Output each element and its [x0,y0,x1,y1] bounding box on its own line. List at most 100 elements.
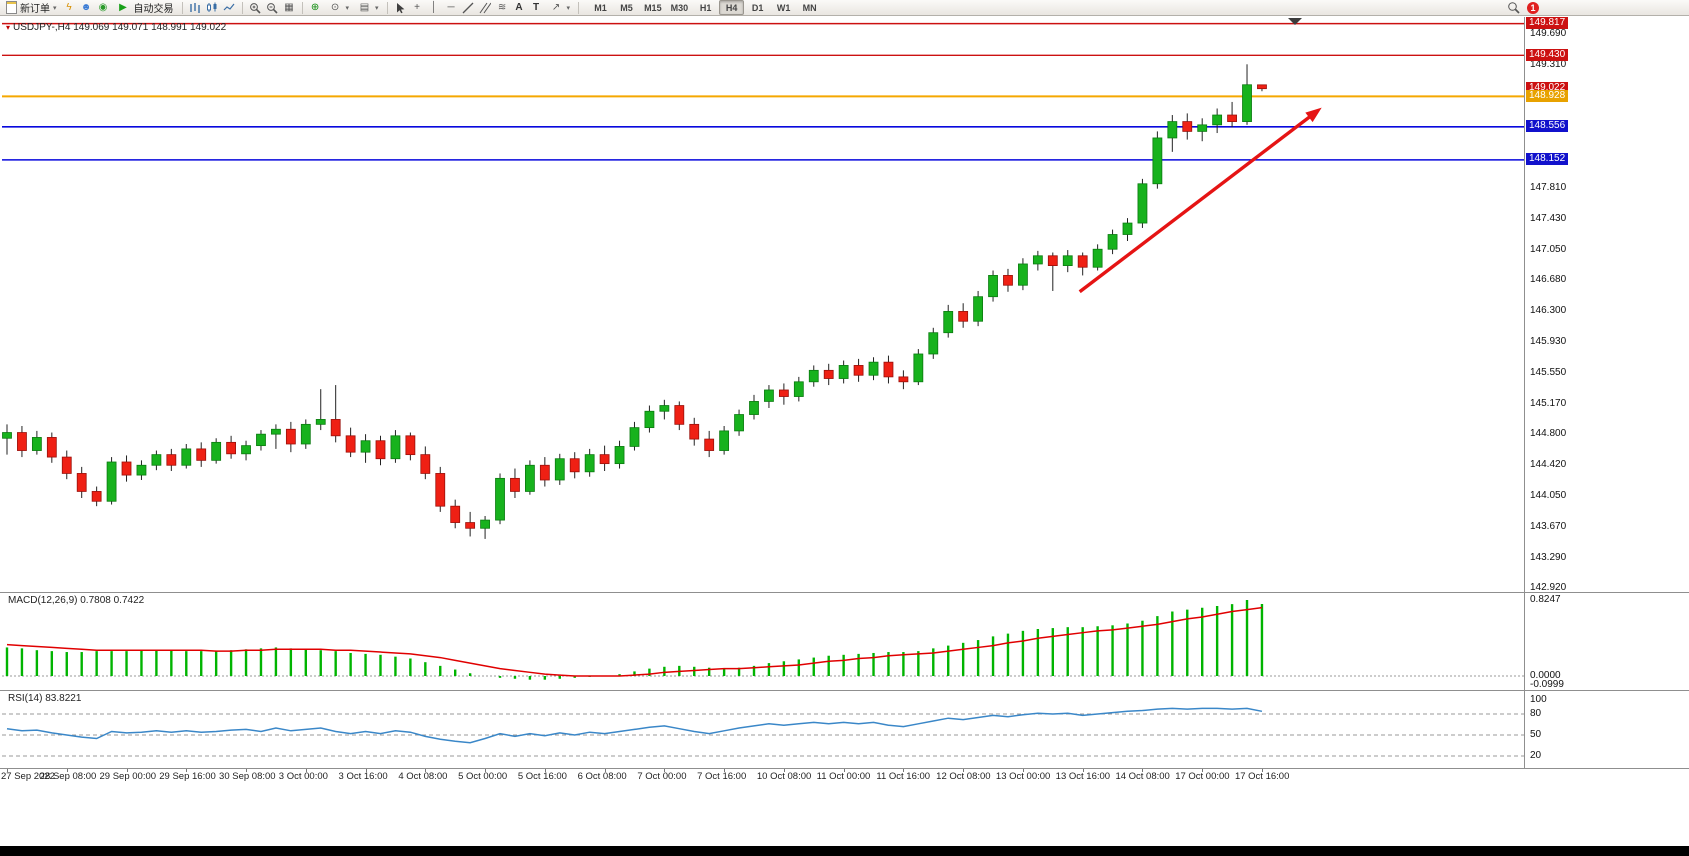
candle-body [1107,234,1118,250]
chevron-down-icon: ▾ [566,4,571,12]
candle-body [241,445,251,455]
candle-body [1018,263,1028,286]
timeframe-button-mn[interactable]: MN [802,2,817,13]
timeframe-button-w1[interactable]: W1 [776,2,791,13]
candle-body [853,365,864,376]
candlestick-chart-icon[interactable] [205,1,220,14]
candle-body [838,365,849,379]
candle-body [525,464,535,492]
candle-body [928,332,939,355]
bar-chart-icon[interactable] [188,1,203,14]
zoom-out-icon[interactable] [265,1,280,14]
candle-body [121,461,132,476]
chart-shift-marker [1288,18,1302,25]
mql-market-icon[interactable]: ϟ [66,1,72,13]
candle-body [943,311,954,334]
clock-icon: ⊙ [330,1,340,13]
new-order-label: 新订单 [20,4,50,15]
timeframe-button-m5[interactable]: M5 [620,2,633,13]
toolbar-separator [578,1,580,14]
horizontal-line-icon[interactable]: ─ [447,1,455,13]
macd-histogram [5,600,1264,680]
candle-body [196,448,207,461]
candle-body [823,369,834,379]
quote-line: ▾ USDJPY-,H4 149.069 149.071 148.991 149.… [6,22,226,33]
text-icon[interactable]: A [515,1,523,13]
cursor-icon[interactable] [393,1,408,14]
templates-button[interactable]: ▤ ▾ [354,1,382,15]
candle-body [300,423,311,445]
notification-badge[interactable]: 1 [1527,1,1539,14]
chevron-down-icon: ▾ [53,4,57,12]
candle-body [151,454,162,466]
candles [2,64,1267,539]
candle-body [659,405,670,412]
timeframe-button-d1[interactable]: D1 [751,2,764,13]
community-icon[interactable]: ☻ [80,1,92,13]
candle-body [510,477,520,492]
candle-body [450,505,461,523]
indicators-icon[interactable]: ⊕ [310,1,320,13]
candle-body [46,437,57,458]
zoom-in-icon[interactable] [248,1,263,14]
timeframe-button-m30[interactable]: M30 [670,2,689,13]
crosshair-icon[interactable]: + [414,1,420,13]
toolbar-separator [386,1,388,14]
candle-body [913,353,924,383]
candle-body [1032,255,1043,265]
signals-icon[interactable]: ◉ [98,1,108,13]
arrows-button[interactable]: ↗ ▾ [546,1,574,15]
candle-body [1212,114,1223,126]
periods-button[interactable]: ⊙ ▾ [325,1,353,15]
timeframe-button-m1[interactable]: M1 [594,2,607,13]
candle-body [330,419,341,437]
candle-body [31,437,42,451]
candle-body [1077,255,1088,268]
candle-body [405,435,416,456]
candle-body [1092,248,1103,268]
candle-body [778,389,789,397]
candle-body [106,461,117,502]
candle-body [345,435,356,453]
candle-body [1242,84,1252,122]
toolbar-separator [181,1,183,14]
channel-icon[interactable] [478,1,493,14]
search-icon[interactable] [1506,1,1521,14]
macd-label: MACD(12,26,9) 0.7808 0.7422 [8,595,145,606]
vertical-line-icon[interactable]: │ [430,1,438,13]
chevron-down-icon: ▾ [345,4,350,12]
timeframe-button-h4[interactable]: H4 [719,0,745,15]
fibonacci-icon[interactable]: ≋ [497,1,507,13]
candle-body [1122,222,1133,235]
candle-body [614,446,625,465]
trend-arrow-head [1305,107,1322,123]
tile-windows-icon[interactable]: ▦ [284,1,294,13]
trendline-icon[interactable] [461,1,476,14]
new-order-button[interactable]: 新订单 ▾ [3,1,60,15]
candle-body [554,458,565,481]
candle-body [375,440,386,460]
template-icon: ▤ [359,1,370,13]
text-label-icon[interactable]: T [532,1,540,13]
rsi-line [6,707,1263,744]
candle-body [181,448,192,466]
candle-body [136,464,147,476]
timeframe-button-m15[interactable]: M15 [644,2,662,13]
toolbar-right-group: 1 [1506,1,1539,14]
candle-body [764,389,774,402]
candle-body [883,361,894,378]
candle-body [734,414,744,432]
candle-body [465,522,476,529]
autotrading-button[interactable]: ▶ 自动交易 [113,1,177,15]
timeframe-button-h1[interactable]: H1 [699,2,712,13]
candle-body [539,464,550,481]
candle-body [17,432,27,451]
line-chart-icon[interactable] [222,1,237,14]
arrow-icon: ↗ [551,1,561,13]
candle-body [480,519,490,529]
candle-body [958,311,969,322]
timeframe-toolbar: M1 M5 M15 M30 H1 H4 D1 W1 MN [588,0,822,15]
candle-body [793,381,804,397]
candle-body [749,401,759,415]
